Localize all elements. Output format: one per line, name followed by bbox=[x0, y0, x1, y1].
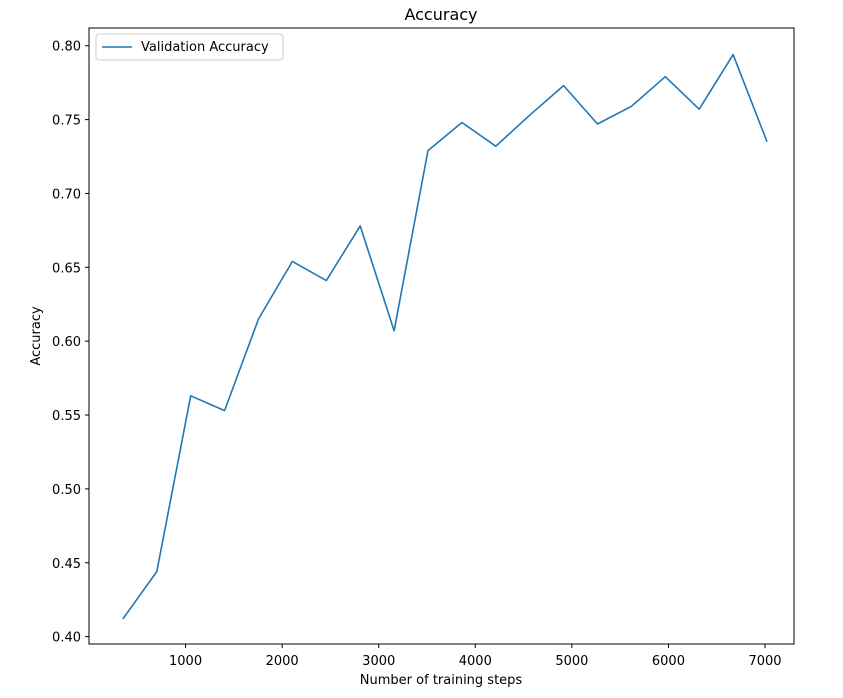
y-tick-label: 0.40 bbox=[52, 631, 81, 646]
legend-label: Validation Accuracy bbox=[141, 40, 269, 55]
x-axis: 1000 2000 3000 4000 5000 6000 7000 bbox=[169, 644, 782, 669]
x-tick-label: 7000 bbox=[748, 654, 781, 669]
x-tick-label: 1000 bbox=[169, 654, 202, 669]
x-tick-label: 3000 bbox=[362, 654, 395, 669]
series-line-validation-accuracy bbox=[122, 53, 768, 620]
y-axis-title: Accuracy bbox=[29, 306, 44, 366]
y-tick-label: 0.45 bbox=[52, 557, 81, 572]
y-tick-label: 0.70 bbox=[52, 187, 81, 202]
y-axis: 0.40 0.45 0.50 0.55 0.60 0.65 0.70 0.75 0.80 bbox=[52, 40, 89, 646]
x-tick-label: 2000 bbox=[266, 654, 299, 669]
y-tick-label: 0.55 bbox=[52, 409, 81, 424]
y-tick-label: 0.50 bbox=[52, 483, 81, 498]
x-tick-label: 4000 bbox=[459, 654, 492, 669]
y-tick-label: 0.75 bbox=[52, 114, 81, 129]
x-tick-label: 5000 bbox=[555, 654, 588, 669]
y-tick-label: 0.80 bbox=[52, 40, 81, 55]
legend-box bbox=[95, 33, 284, 61]
plot-area bbox=[122, 53, 768, 620]
legend: Validation Accuracy bbox=[95, 33, 284, 61]
plot-frame bbox=[88, 27, 795, 645]
chart-title: Accuracy bbox=[404, 5, 477, 24]
x-tick-label: 6000 bbox=[652, 654, 685, 669]
y-tick-label: 0.60 bbox=[52, 335, 81, 350]
x-axis-title: Number of training steps bbox=[360, 673, 523, 688]
y-tick-label: 0.65 bbox=[52, 261, 81, 276]
